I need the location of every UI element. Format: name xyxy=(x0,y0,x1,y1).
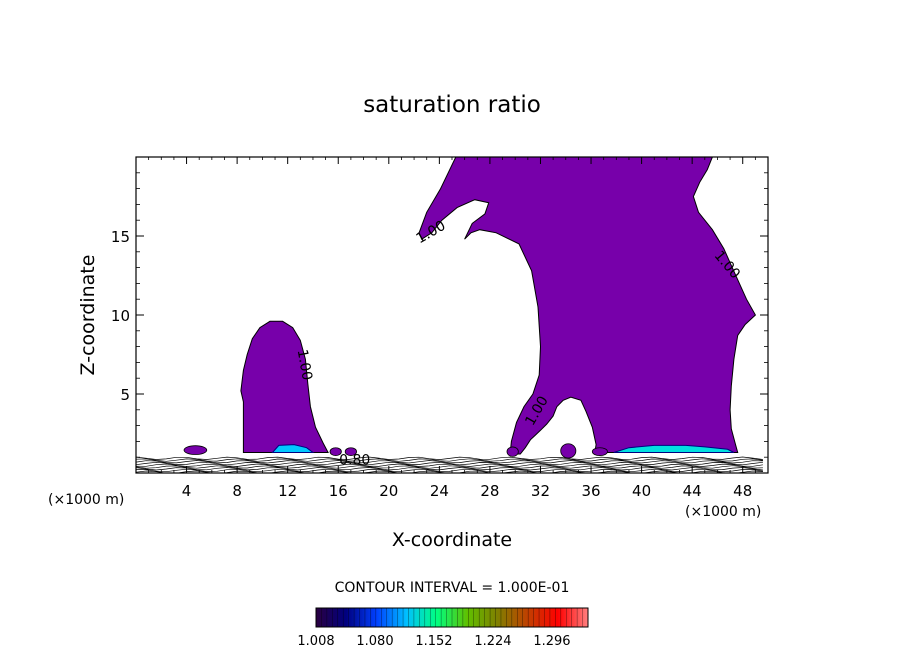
contour-label: 1.00 xyxy=(414,218,449,247)
x-unit-label-left: (×1000 m) xyxy=(48,492,124,508)
colorbar: 1.008 1.080 1.152 1.224 1.296 xyxy=(297,607,589,649)
contour-line xyxy=(136,470,763,473)
x-tick-label: 20 xyxy=(379,482,398,500)
x-tick-label: 28 xyxy=(480,482,499,500)
colorbar-tick-label: 1.152 xyxy=(415,634,452,649)
saturated-patch xyxy=(506,446,519,457)
x-tick-label: 40 xyxy=(632,482,651,500)
y-tick-label: 5 xyxy=(120,386,130,404)
x-tick-label: 44 xyxy=(683,482,702,500)
chart-title: saturation ratio xyxy=(363,92,541,118)
y-axis-label: Z-coordinate xyxy=(77,255,99,376)
cloud-region-right xyxy=(418,157,757,455)
contour-fields xyxy=(136,157,763,473)
saturated-patch xyxy=(591,447,608,457)
x-tick-label: 4 xyxy=(182,482,192,500)
supersaturation-band-left xyxy=(271,444,315,453)
colorbar-tick-label: 1.224 xyxy=(474,634,511,649)
x-tick-label: 48 xyxy=(733,482,752,500)
saturated-patch xyxy=(344,447,357,457)
y-tick-label: 10 xyxy=(111,307,130,325)
contour-line xyxy=(136,467,763,471)
contour-line xyxy=(136,468,763,473)
contour-interval-text: CONTOUR INTERVAL = 1.000E-01 xyxy=(335,580,570,596)
x-tick-label: 24 xyxy=(430,482,449,500)
x-tick-label: 12 xyxy=(278,482,297,500)
x-tick-label: 36 xyxy=(581,482,600,500)
contour-line xyxy=(136,465,763,469)
contour-line xyxy=(136,456,763,460)
contour-label: 0.80 xyxy=(339,452,370,468)
saturated-patch xyxy=(560,443,577,459)
surface-contour-lines xyxy=(136,456,763,473)
x-tick-label: 16 xyxy=(329,482,348,500)
contour-label: 1.00 xyxy=(294,348,315,381)
x-tick-label: 32 xyxy=(531,482,550,500)
colorbar-tick-label: 1.296 xyxy=(533,634,570,649)
contour-line xyxy=(136,460,763,464)
x-tick-label: 8 xyxy=(232,482,242,500)
supersaturation-band-right xyxy=(613,444,735,453)
contour-line xyxy=(136,458,763,462)
colorbar-tick-label: 1.080 xyxy=(356,634,393,649)
colorbar-tick-label: 1.008 xyxy=(297,634,334,649)
x-unit-label-right: (×1000 m) xyxy=(685,504,761,520)
x-axis-ticks: 4 8 12 16 20 24 28 32 36 40 44 48 xyxy=(148,157,756,500)
contour-line xyxy=(136,463,763,467)
contour-line xyxy=(136,461,763,466)
y-axis-ticks: 5 10 15 xyxy=(111,172,768,458)
saturated-patch xyxy=(183,445,208,455)
saturated-patch xyxy=(329,447,342,457)
cloud-region-left xyxy=(240,320,329,453)
x-axis-label: X-coordinate xyxy=(392,529,512,551)
y-tick-label: 15 xyxy=(111,228,130,246)
colorbar-ticks: 1.008 1.080 1.152 1.224 1.296 xyxy=(297,608,583,649)
